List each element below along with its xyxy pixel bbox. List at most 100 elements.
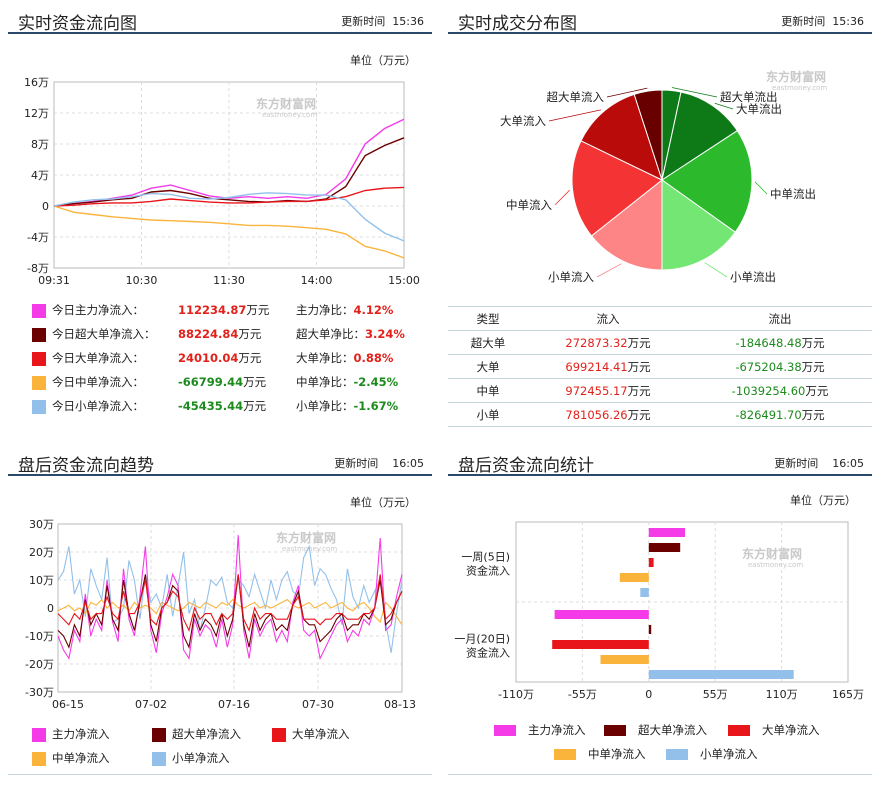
outflow-value: -826491.70 <box>735 407 802 422</box>
pie-leader-line <box>596 263 622 278</box>
x-tick-label: -55万 <box>568 688 597 701</box>
outflow-value: -184648.48 <box>735 335 802 350</box>
summary-value: 88224.84 <box>178 327 239 341</box>
panel-header: 实时成交分布图 更新时间 15:36 <box>448 0 872 34</box>
pie-slice <box>580 93 663 181</box>
panel-header: 盘后资金流向趋势 更新时间 16:05 <box>8 442 432 476</box>
update-label: 更新时间 <box>341 15 386 28</box>
legend-swatch <box>554 749 576 760</box>
legend-label: 大单净流入 <box>292 727 350 741</box>
watermark-text: 东方财富网 <box>742 546 802 561</box>
y-tick-label: 4万 <box>31 169 49 182</box>
pie-slice-label: 中单流出 <box>770 187 816 201</box>
pie-slice-label: 小单流出 <box>730 270 776 284</box>
x-tick-label: 07-02 <box>135 698 167 711</box>
update-time: 15:36 <box>392 15 424 28</box>
summary-ratio-group: 超大单净比：3.24% <box>296 324 405 344</box>
legend-item[interactable]: 中单净流入 <box>554 746 646 762</box>
x-tick-label: 165万 <box>832 688 864 701</box>
update-label: 更新时间 <box>781 15 826 28</box>
unit-label: 单位（万元） <box>350 496 416 509</box>
bottom-divider-left <box>8 774 432 775</box>
update-time: 16:05 <box>392 457 424 470</box>
legend-swatch <box>32 751 46 766</box>
pie-slice-label: 中单流入 <box>506 198 552 212</box>
ratio-value: -1.67% <box>353 399 399 413</box>
legend-item[interactable]: 主力净流入 <box>32 726 110 742</box>
legend-label: 主力净流入 <box>528 723 586 737</box>
pie-slice-label: 大单流出 <box>736 102 782 116</box>
legend-item[interactable]: 小单净流入 <box>666 746 758 762</box>
legend-swatch <box>32 303 46 318</box>
legend-item[interactable]: 超大单净流入 <box>152 726 241 742</box>
bar-medium <box>600 655 649 664</box>
bar-super <box>648 543 681 552</box>
summary-ratio-group: 中单净比：-2.45% <box>296 372 398 392</box>
inflow-unit: 万元 <box>627 407 651 422</box>
category-label: 一月(20日) <box>454 633 510 646</box>
summary-value: -66799.44 <box>178 375 244 389</box>
inflow-cell: 699214.41万元 <box>528 354 688 379</box>
unit-label: 单位（万元） <box>350 54 416 67</box>
ratio-label: 主力净比： <box>296 303 354 317</box>
legend-swatch <box>152 727 166 742</box>
summary-label: 今日主力净流入： <box>52 303 144 317</box>
after-stats-panel: 盘后资金流向统计 更新时间 16:05 单位（万元） -110万 -55万 0 55万… <box>448 442 872 776</box>
legend-item[interactable]: 大单净流入 <box>272 726 350 742</box>
pie-leader-line <box>554 189 570 206</box>
legend-swatch <box>32 351 46 366</box>
outflow-unit: 万元 <box>801 335 825 350</box>
outflow-value: -1039254.60 <box>731 383 806 398</box>
summary-row: 今日大单净流入： 24010.04万元 大单净比：0.88% <box>32 348 393 368</box>
pie-slice-label: 超大单流入 <box>547 90 605 104</box>
series-line-large <box>57 574 403 633</box>
panel-title: 盘后资金流向统计 <box>458 456 594 476</box>
inflow-unit: 万元 <box>627 335 651 350</box>
summary-unit: 万元 <box>243 399 267 413</box>
legend-item[interactable]: 主力净流入 <box>494 722 586 738</box>
x-tick-label: 14:00 <box>301 274 333 287</box>
table-row: 超大单 272873.32万元 -184648.48万元 <box>448 330 872 355</box>
legend-swatch <box>604 725 626 736</box>
pie-leader-line <box>704 262 728 278</box>
flow-summary: 今日主力净流入： 112234.87万元 主力净比：4.12% 今日超大单净流入： 88… <box>32 300 432 420</box>
legend-item[interactable]: 小单净流入 <box>152 750 230 766</box>
x-tick-label: 10:30 <box>126 274 158 287</box>
ratio-value: 4.12% <box>353 303 394 317</box>
type-cell: 大单 <box>448 354 528 379</box>
summary-ratio-group: 大单净比：0.88% <box>296 348 393 368</box>
bar-super <box>648 625 652 634</box>
legend-swatch <box>272 727 286 742</box>
legend-item[interactable]: 中单净流入 <box>32 750 110 766</box>
update-time: 16:05 <box>832 457 864 470</box>
inflow-cell: 972455.17万元 <box>528 378 688 403</box>
y-tick-label: 0 <box>42 200 49 213</box>
legend-item[interactable]: 超大单净流入 <box>604 722 707 738</box>
x-tick-label: 06-15 <box>52 698 84 711</box>
inflow-cell: 272873.32万元 <box>528 330 688 355</box>
bar-small <box>648 670 794 679</box>
legend-label: 中单净流入 <box>588 747 646 761</box>
inflow-unit: 万元 <box>627 359 651 374</box>
x-tick-label: 09:31 <box>38 274 70 287</box>
summary-label: 今日超大单净流入： <box>52 327 156 341</box>
ratio-label: 超大单净比： <box>296 327 365 341</box>
category-label: 资金流入 <box>466 564 510 578</box>
legend-item[interactable]: 大单净流入 <box>728 722 820 738</box>
x-tick-label: -110万 <box>498 688 534 701</box>
pie-slice-label: 超大单流出 <box>720 90 778 104</box>
summary-ratio-group: 小单净比：-1.67% <box>296 396 398 416</box>
pie-leader-line <box>754 181 768 195</box>
bar-small <box>640 588 649 597</box>
update-label: 更新时间 <box>774 457 819 470</box>
watermark-text: 东方财富网 <box>276 530 336 545</box>
update-label: 更新时间 <box>334 457 379 470</box>
table-header-cell: 流出 <box>688 306 872 331</box>
legend-swatch <box>666 749 688 760</box>
table-row: 小单 781056.26万元 -826491.70万元 <box>448 402 872 427</box>
summary-unit: 万元 <box>246 303 270 317</box>
outflow-unit: 万元 <box>801 407 825 422</box>
legend-label: 超大单净流入 <box>172 727 241 741</box>
realtime-flow-panel: 实时资金流向图 更新时间 15:36 单位（万元） 16万 12万 8万 4万 0 -4万… <box>8 0 432 430</box>
